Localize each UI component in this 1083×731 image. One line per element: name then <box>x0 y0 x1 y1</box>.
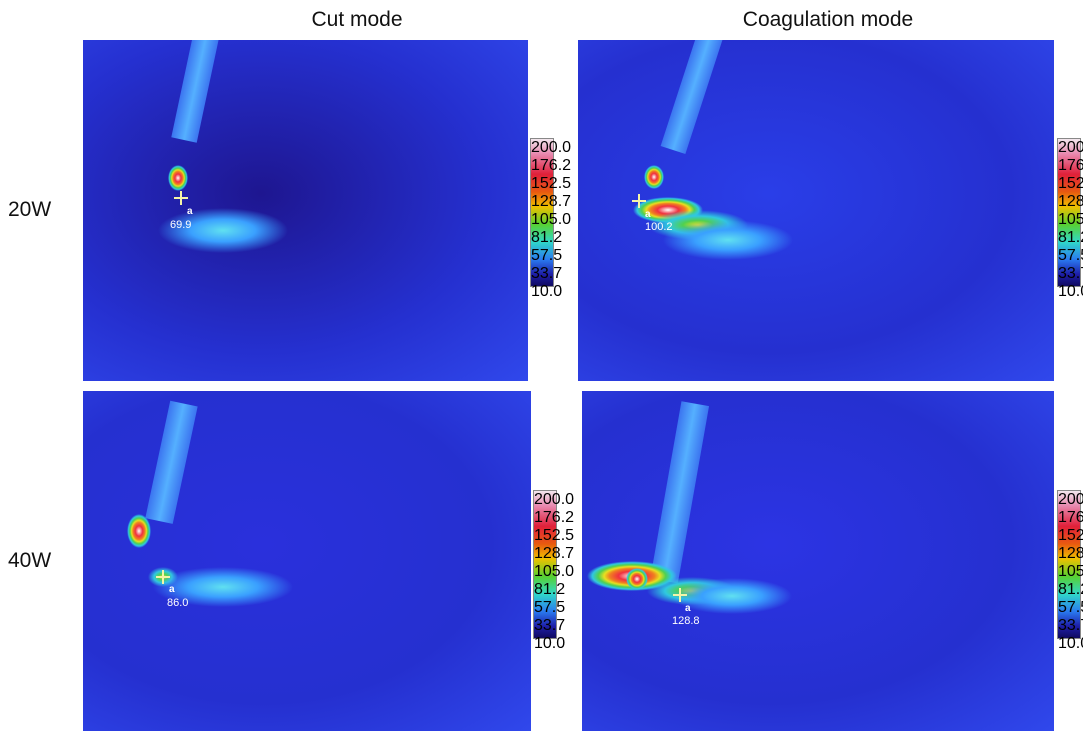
marker-value: 86.0 <box>167 597 188 609</box>
colorbar-tick-label: 33.7 <box>1058 617 1080 635</box>
marker-value: 100.2 <box>645 221 673 233</box>
measure-marker <box>632 194 646 208</box>
marker-label: a <box>187 206 193 217</box>
hot-spot <box>644 165 664 189</box>
figure: Cut mode Coagulation mode 20W 40W (() =>… <box>0 0 1083 731</box>
measure-marker <box>156 570 170 584</box>
column-header: Cut mode <box>311 8 402 32</box>
marker-label: a <box>169 584 175 595</box>
colorbar-tick-label: 152.5 <box>534 527 556 545</box>
colorbar-tick-label: 200.0 <box>1058 491 1080 509</box>
colorbar-tick-label: 128.7 <box>531 193 553 211</box>
colorbar-tick-label: 128.7 <box>534 545 556 563</box>
measure-marker <box>174 191 188 205</box>
measure-marker <box>673 588 687 602</box>
colorbar-tick-label: 33.7 <box>534 617 556 635</box>
colorbar-tick-label: 176.2 <box>534 509 556 527</box>
colorbar-tick-label: 57.5 <box>1058 247 1080 265</box>
probe <box>650 401 709 583</box>
colorbar-tick-label: 128.7 <box>1058 193 1080 211</box>
colorbar-tick-label: 57.5 <box>534 599 556 617</box>
marker-label: a <box>685 603 691 614</box>
colorbar-tick-label: 176.2 <box>1058 509 1080 527</box>
colorbar-tick-label: 10.0 <box>531 283 553 301</box>
colorbar-tick-label: 128.7 <box>1058 545 1080 563</box>
row-label: 40W <box>8 549 51 573</box>
probe <box>661 40 723 154</box>
colorbar-tick-label: 152.5 <box>1058 527 1080 545</box>
colorbar-tick-label: 10.0 <box>534 635 556 653</box>
colorbar-tick-label: 152.5 <box>531 175 553 193</box>
marker-value: 128.8 <box>672 615 700 627</box>
colorbar-tick-label: 176.2 <box>531 157 553 175</box>
colorbar-tick-label: 57.5 <box>531 247 553 265</box>
colorbar-tick-label: 33.7 <box>1058 265 1080 283</box>
heat-area <box>663 220 793 260</box>
row-label: 20W <box>8 198 51 222</box>
colorbar-tick-label: 105.0 <box>534 563 556 581</box>
thermal-image: a 69.9 <box>83 40 528 381</box>
colorbar-tick-label: 10.0 <box>1058 635 1080 653</box>
marker-label: a <box>645 209 651 220</box>
colorbar-tick-label: 200.0 <box>1058 139 1080 157</box>
column-header: Coagulation mode <box>743 8 913 32</box>
colorbar-tick-label: 152.5 <box>1058 175 1080 193</box>
colorbar-tick-label: 200.0 <box>534 491 556 509</box>
colorbar-tick-label: 10.0 <box>1058 283 1080 301</box>
hot-spot <box>168 165 188 191</box>
thermal-image: a 86.0 <box>83 391 531 731</box>
probe <box>171 40 221 143</box>
colorbar-tick-label: 105.0 <box>1058 563 1080 581</box>
colorbar-tick-label: 105.0 <box>531 211 553 229</box>
marker-value: 69.9 <box>170 219 191 231</box>
colorbar-tick-label: 105.0 <box>1058 211 1080 229</box>
probe <box>145 401 197 524</box>
colorbar-tick-label: 33.7 <box>531 265 553 283</box>
colorbar-tick-label: 57.5 <box>1058 599 1080 617</box>
colorbar-tick-label: 176.2 <box>1058 157 1080 175</box>
colorbar: 200.0176.2152.5128.7105.081.257.533.710.… <box>1057 490 1081 639</box>
colorbar-tick-label: 81.2 <box>1058 229 1080 247</box>
colorbar-tick-label: 81.2 <box>534 581 556 599</box>
colorbar-tick-label: 81.2 <box>1058 581 1080 599</box>
colorbar: 200.0176.2152.5128.7105.081.257.533.710.… <box>1057 138 1081 287</box>
hot-spot <box>127 514 151 548</box>
colorbar-tick-label: 81.2 <box>531 229 553 247</box>
hot-spot <box>626 568 648 590</box>
colorbar-tick-label: 200.0 <box>531 139 553 157</box>
